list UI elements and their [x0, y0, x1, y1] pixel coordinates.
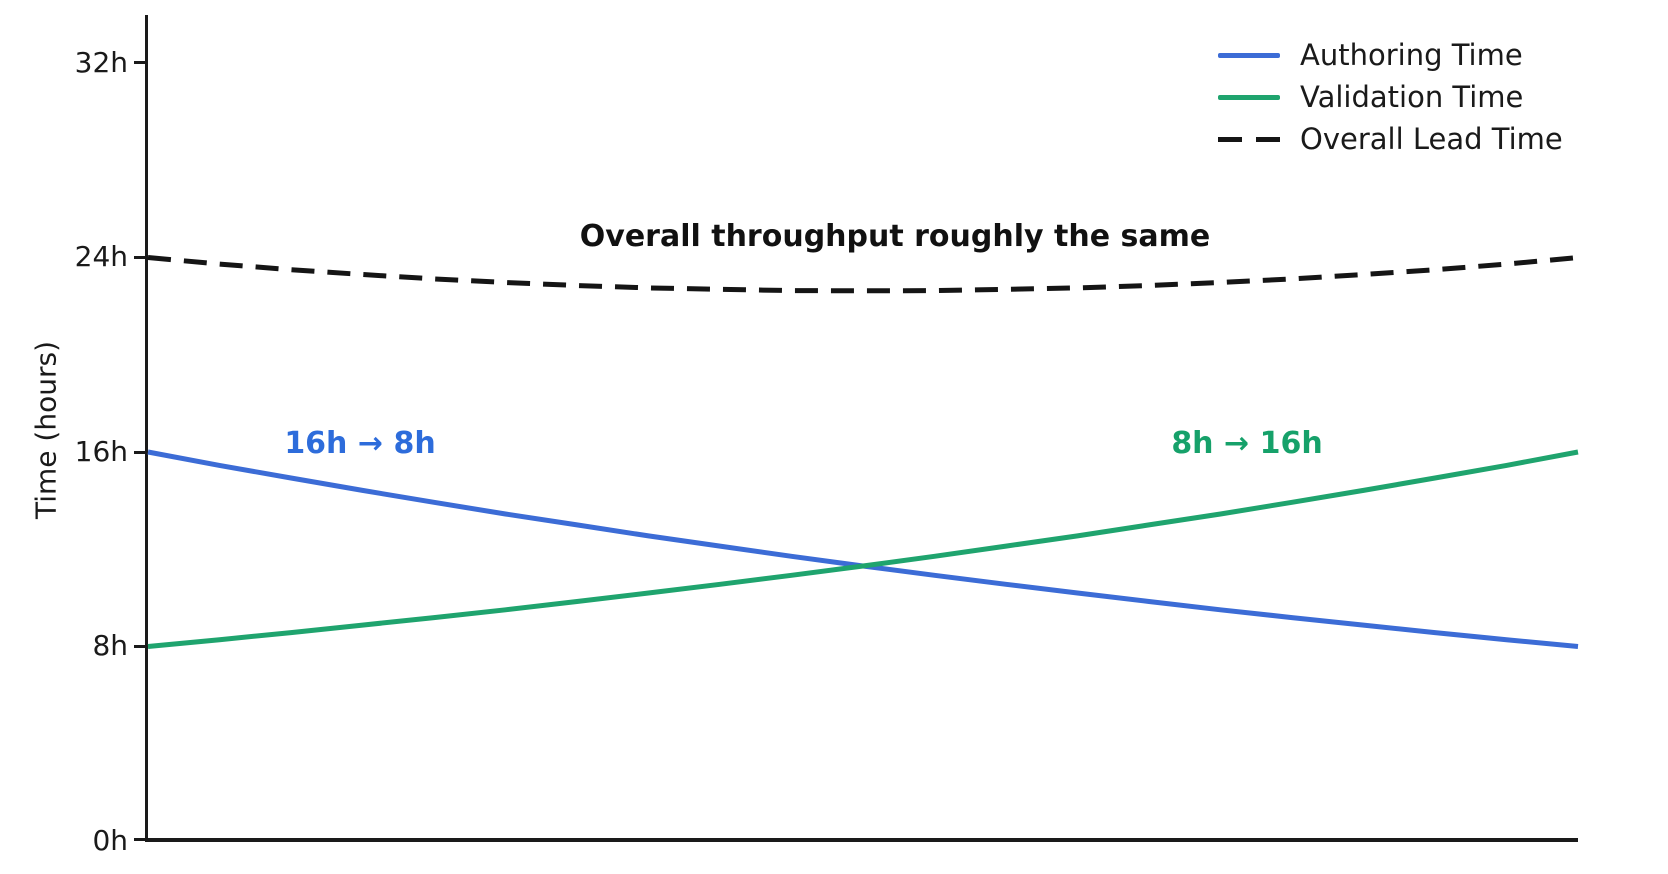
series-line-validation-time — [147, 449, 1579, 649]
legend-swatch-validation-time — [1218, 94, 1280, 100]
legend: Authoring Time Validation Time Overall L… — [1218, 34, 1563, 160]
y-tick-8h — [134, 645, 148, 648]
legend-item-authoring-time: Authoring Time — [1218, 34, 1563, 76]
y-tick-0h — [134, 838, 148, 841]
legend-item-overall-lead-time: Overall Lead Time — [1218, 118, 1563, 160]
annotation-overall-throughput: Overall throughput roughly the same — [579, 219, 1211, 254]
legend-label-authoring-time: Authoring Time — [1300, 38, 1523, 72]
y-tick-label-0h: 0h — [92, 824, 128, 857]
y-axis-line — [145, 15, 148, 842]
y-tick-32h — [134, 61, 148, 64]
legend-label-validation-time: Validation Time — [1300, 80, 1524, 114]
annotation-validation-change: 8h → 16h — [1171, 426, 1323, 461]
series-line-authoring-time — [147, 449, 1579, 649]
legend-swatch-overall-lead-time — [1218, 136, 1280, 142]
y-tick-label-16h: 16h — [74, 435, 128, 468]
y-tick-label-8h: 8h — [92, 629, 128, 662]
annotation-authoring-change: 16h → 8h — [284, 426, 436, 461]
legend-label-overall-lead-time: Overall Lead Time — [1300, 122, 1563, 156]
legend-item-validation-time: Validation Time — [1218, 76, 1563, 118]
y-tick-label-32h: 32h — [74, 46, 128, 79]
y-tick-24h — [134, 256, 148, 259]
y-tick-16h — [134, 451, 148, 454]
series-line-overall-lead-time — [147, 255, 1579, 294]
y-tick-label-24h: 24h — [74, 240, 128, 273]
legend-swatch-authoring-time — [1218, 52, 1280, 58]
x-axis-line — [145, 838, 1578, 842]
